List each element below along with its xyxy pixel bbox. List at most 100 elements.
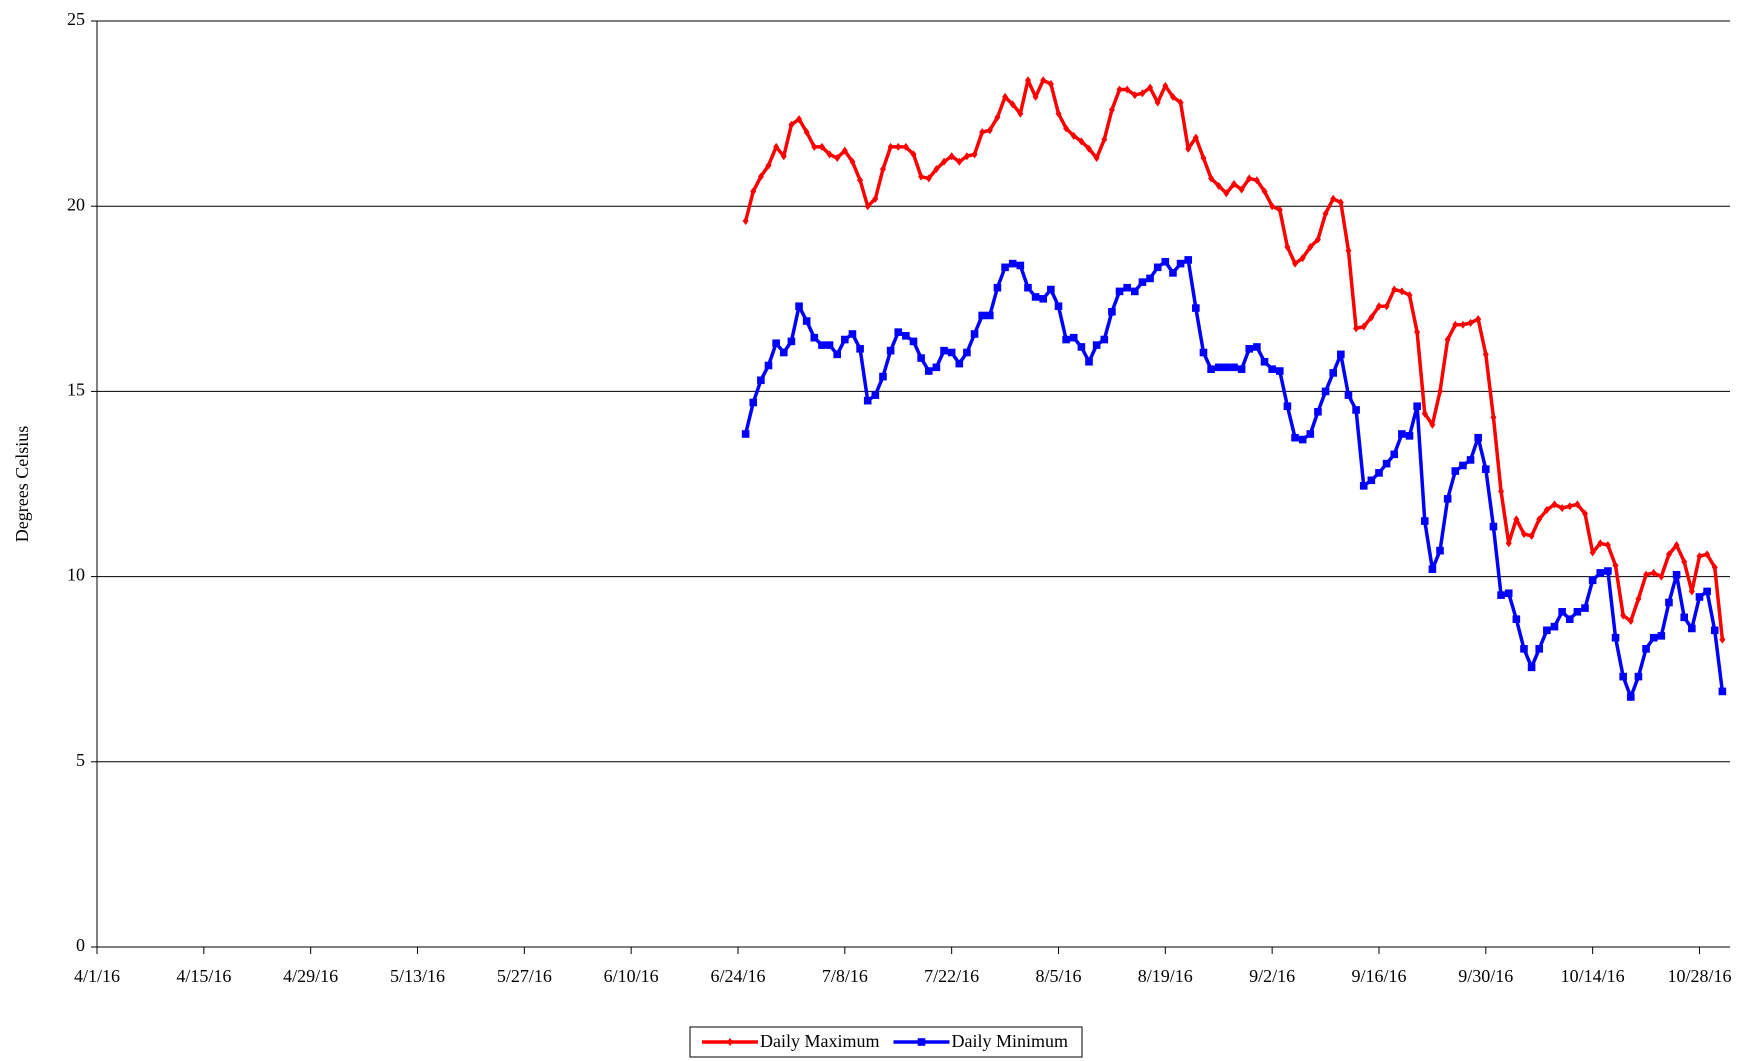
marker	[1398, 430, 1406, 438]
y-axis-label: Degrees Celsius	[12, 426, 32, 542]
marker	[1299, 254, 1306, 263]
marker	[1612, 561, 1619, 570]
marker	[856, 345, 864, 353]
marker	[917, 1038, 926, 1046]
marker	[849, 157, 856, 166]
marker	[1718, 687, 1727, 696]
y-tick-label: 25	[67, 9, 85, 29]
series-line	[743, 258, 1725, 699]
marker	[1672, 570, 1681, 579]
marker	[1505, 539, 1512, 548]
marker	[986, 311, 994, 320]
marker	[1024, 76, 1031, 85]
marker	[871, 391, 880, 399]
marker	[1321, 387, 1330, 396]
marker	[955, 359, 964, 368]
marker	[1040, 76, 1047, 85]
marker	[1466, 456, 1475, 464]
marker	[1635, 594, 1642, 603]
marker	[948, 152, 955, 161]
marker	[1307, 242, 1314, 251]
marker	[1604, 567, 1612, 575]
marker	[1352, 406, 1360, 414]
x-tick-label: 5/27/16	[497, 966, 552, 986]
marker	[1420, 517, 1429, 525]
marker	[1207, 365, 1215, 373]
marker	[1146, 274, 1154, 283]
marker	[1002, 92, 1009, 101]
marker	[994, 113, 1001, 122]
marker	[1024, 283, 1032, 292]
marker	[1597, 539, 1604, 548]
marker	[1177, 98, 1184, 107]
marker	[1100, 335, 1109, 344]
marker	[764, 361, 773, 370]
marker	[1253, 343, 1261, 351]
marker	[1093, 154, 1100, 163]
marker	[947, 348, 956, 357]
marker	[1498, 487, 1505, 496]
marker	[1626, 693, 1635, 701]
x-tick-label: 9/16/16	[1351, 966, 1406, 986]
marker	[1230, 179, 1237, 188]
marker	[1016, 261, 1025, 270]
marker	[879, 372, 887, 381]
marker	[979, 128, 986, 137]
marker	[1513, 515, 1520, 524]
marker	[741, 430, 750, 438]
marker	[1512, 615, 1521, 623]
marker	[1596, 569, 1605, 577]
marker	[910, 150, 917, 159]
marker	[1115, 287, 1124, 296]
marker	[1298, 435, 1307, 444]
x-tick-label: 4/29/16	[283, 966, 338, 986]
marker	[1673, 541, 1680, 550]
marker	[1550, 622, 1559, 631]
marker	[1292, 259, 1299, 268]
marker	[1642, 645, 1650, 653]
x-tick-label: 4/1/16	[74, 966, 120, 986]
marker	[1269, 202, 1276, 211]
marker	[925, 174, 932, 183]
marker	[895, 142, 902, 151]
marker	[1246, 174, 1253, 183]
marker	[727, 1038, 733, 1046]
marker	[811, 142, 818, 151]
marker	[765, 161, 772, 170]
marker	[795, 302, 803, 311]
marker	[864, 202, 871, 211]
marker	[1192, 133, 1199, 142]
series-line	[743, 78, 1725, 640]
marker	[825, 341, 834, 349]
marker	[1528, 531, 1535, 540]
marker	[1359, 482, 1368, 490]
marker	[1711, 563, 1718, 572]
marker	[1406, 291, 1413, 300]
marker	[1353, 324, 1360, 333]
marker	[1085, 357, 1093, 366]
marker	[1222, 363, 1231, 372]
marker	[1589, 548, 1596, 557]
marker	[1627, 617, 1634, 626]
marker	[902, 142, 909, 151]
marker	[1566, 502, 1573, 511]
x-tick-label: 8/19/16	[1138, 966, 1193, 986]
marker	[1009, 100, 1016, 109]
marker	[1131, 91, 1138, 100]
x-tick-label: 6/24/16	[710, 966, 765, 986]
marker	[1611, 633, 1620, 642]
marker	[1344, 391, 1353, 399]
marker	[1535, 645, 1544, 653]
marker	[1291, 433, 1299, 442]
marker	[1108, 307, 1116, 316]
marker	[1643, 570, 1650, 579]
marker	[918, 172, 925, 181]
marker	[1489, 522, 1498, 531]
marker	[1490, 413, 1497, 422]
y-tick-label: 5	[76, 750, 85, 770]
marker	[1077, 343, 1086, 351]
marker	[1421, 409, 1428, 418]
marker	[1429, 420, 1436, 429]
marker	[848, 330, 857, 338]
marker	[1391, 285, 1398, 294]
